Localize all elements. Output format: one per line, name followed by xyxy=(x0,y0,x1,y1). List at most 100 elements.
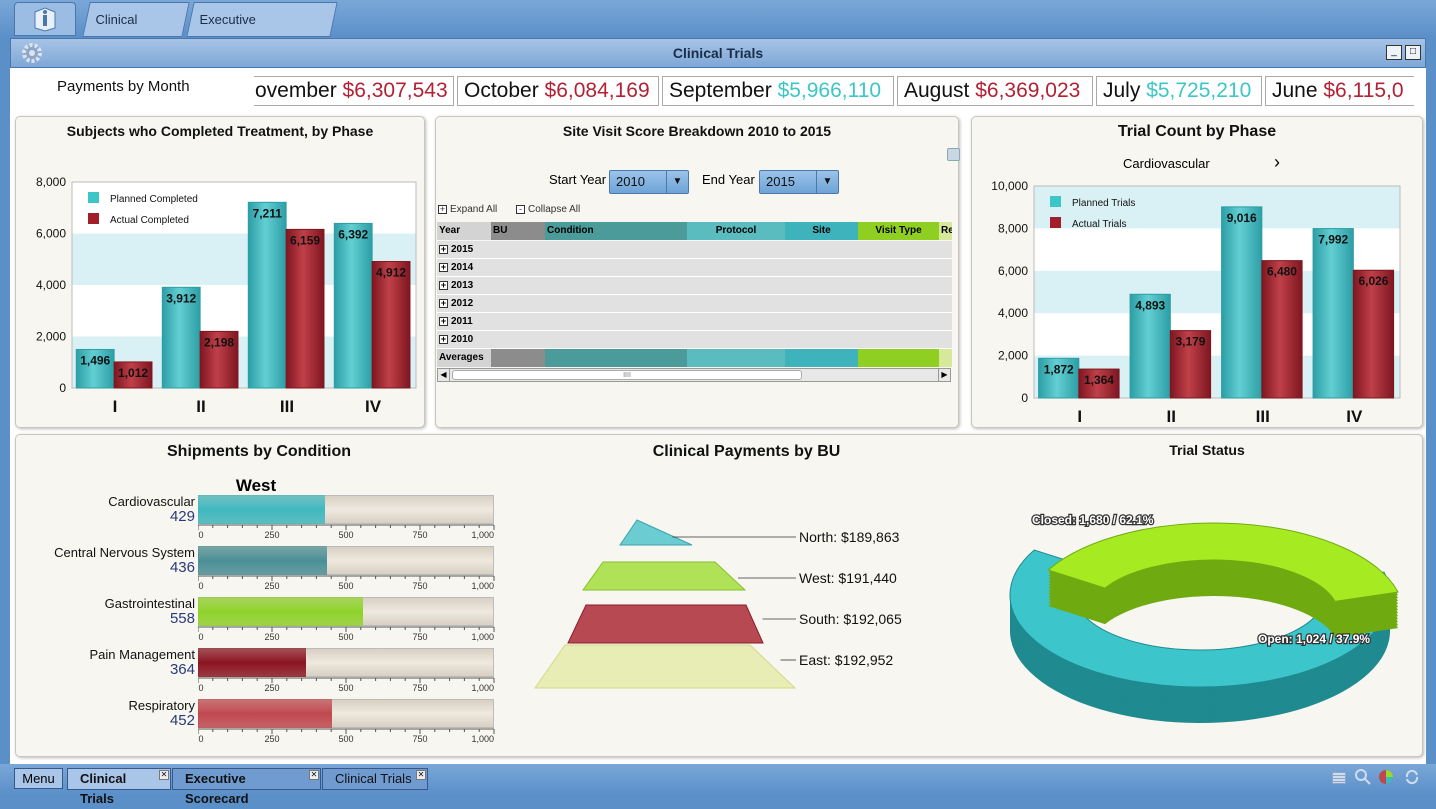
end-year-select[interactable]: 2015 ▼ xyxy=(759,170,839,194)
averages-protocol xyxy=(687,349,785,367)
shipment-condition-label: Pain Management xyxy=(89,647,195,662)
bottom-tab-executive-scorecard[interactable]: Executive Scorecard ✕ xyxy=(172,768,321,806)
collapse-panel-icon[interactable] xyxy=(947,148,960,161)
x-tick-label: 500 xyxy=(338,734,353,744)
averages-bu xyxy=(491,349,545,367)
refresh-icon[interactable] xyxy=(1403,768,1421,786)
scroll-left-icon[interactable]: ◀ xyxy=(438,369,450,381)
bar-actual[interactable] xyxy=(1078,368,1120,399)
scroll-thumb[interactable]: IIII xyxy=(452,370,802,380)
grid-row-year[interactable]: +2011 xyxy=(437,313,952,331)
bar-planned[interactable] xyxy=(1312,228,1354,399)
gear-icon[interactable] xyxy=(20,41,44,65)
pyramid-layer[interactable] xyxy=(534,644,797,689)
trial-status-title: Trial Status xyxy=(1169,442,1245,458)
shipment-bar[interactable] xyxy=(198,546,328,575)
pyramid-label: North: $189,863 xyxy=(799,529,900,545)
bar-actual[interactable] xyxy=(1261,260,1303,399)
col-condition[interactable]: Condition xyxy=(545,222,687,240)
search-icon[interactable] xyxy=(1354,768,1372,786)
bar-actual[interactable] xyxy=(199,330,239,389)
expand-all-button[interactable]: + Expand All xyxy=(438,204,497,215)
app-home-icon[interactable] xyxy=(14,2,76,36)
x-tick-label: 0 xyxy=(198,530,203,540)
expand-row-icon[interactable]: + xyxy=(439,297,448,308)
shipment-bar[interactable] xyxy=(198,699,332,728)
shipment-bar[interactable] xyxy=(198,495,325,524)
bar-planned[interactable] xyxy=(1221,206,1263,399)
maximize-button[interactable]: □ xyxy=(1405,45,1421,60)
bar-value-label: 4,912 xyxy=(376,266,406,280)
top-tab-executive-scorecard[interactable]: Executive Scorecard xyxy=(186,2,338,60)
start-year-select[interactable]: 2010 ▼ xyxy=(609,170,689,194)
grid-view-icon[interactable] xyxy=(1332,772,1346,784)
x-tick-label: 250 xyxy=(264,632,279,642)
collapse-all-button[interactable]: - Collapse All xyxy=(516,204,580,215)
bar-value-label: 7,992 xyxy=(1318,233,1348,247)
bar-actual[interactable] xyxy=(285,228,325,389)
bar-planned[interactable] xyxy=(75,348,115,389)
bar-planned[interactable] xyxy=(1129,293,1171,399)
scroll-right-icon[interactable]: ▶ xyxy=(938,369,950,381)
pyramid-layer[interactable] xyxy=(567,604,764,644)
shipment-bar[interactable] xyxy=(198,597,364,626)
legend-swatch xyxy=(1050,217,1061,228)
grid-row-year[interactable]: +2014 xyxy=(437,259,952,277)
close-icon[interactable]: ✕ xyxy=(159,770,169,780)
menu-button[interactable]: Menu xyxy=(14,768,63,789)
condition-selector-label[interactable]: Cardiovascular xyxy=(1123,156,1210,171)
close-icon[interactable]: ✕ xyxy=(309,770,319,780)
chart-icon[interactable] xyxy=(1377,768,1395,786)
y-tick-label: 8,000 xyxy=(36,175,66,189)
shipment-bar[interactable] xyxy=(198,648,306,677)
expand-row-icon[interactable]: + xyxy=(439,243,448,254)
bottom-tab-clinical-trials-2[interactable]: Clinical Trials ✕ xyxy=(322,768,428,790)
minimize-button[interactable]: _ xyxy=(1386,45,1402,60)
bar-actual[interactable] xyxy=(1169,330,1212,399)
expand-row-icon[interactable]: + xyxy=(439,333,448,344)
close-icon[interactable]: ✕ xyxy=(416,770,426,780)
expand-row-icon[interactable]: + xyxy=(439,279,448,290)
top-tab-clinical-trials[interactable]: Clinical Trials xyxy=(82,2,190,60)
x-tick-label: 1,000 xyxy=(471,683,494,693)
legend-label: Actual Completed xyxy=(110,215,189,226)
shipment-axis: 0 250 500 750 1,000 xyxy=(198,626,495,642)
next-arrow-icon[interactable]: › xyxy=(1274,152,1280,172)
col-protocol[interactable]: Protocol xyxy=(687,222,785,240)
grid-row-year[interactable]: +2012 xyxy=(437,295,952,313)
expand-row-icon[interactable]: + xyxy=(439,261,448,272)
col-visit-type[interactable]: Visit Type xyxy=(858,222,939,240)
bar-planned[interactable] xyxy=(1038,357,1080,399)
col-re[interactable]: Re xyxy=(939,222,952,240)
averages-label: Averages xyxy=(437,349,491,367)
grid-row-year[interactable]: +2013 xyxy=(437,277,952,295)
x-tick-label: 500 xyxy=(338,530,353,540)
donut-slice-closed[interactable] xyxy=(1009,549,1391,688)
x-tick-label: III xyxy=(280,397,294,416)
legend-swatch xyxy=(88,213,99,224)
col-site[interactable]: Site xyxy=(785,222,858,240)
bar-planned[interactable] xyxy=(333,222,373,389)
col-bu[interactable]: BU xyxy=(491,222,545,240)
bar-actual[interactable] xyxy=(113,361,153,389)
bar-value-label: 6,026 xyxy=(1358,274,1388,288)
grid-row-year[interactable]: +2010 xyxy=(437,331,952,349)
bar-actual[interactable] xyxy=(1352,269,1395,399)
ticker-value: $6,115,0 xyxy=(1323,79,1404,102)
pyramid-layer[interactable] xyxy=(619,519,693,546)
expand-row-icon[interactable]: + xyxy=(439,315,448,326)
bar-value-label: 1,496 xyxy=(80,353,110,367)
grid-year-label: 2010 xyxy=(451,334,474,345)
pyramid-layer[interactable] xyxy=(582,561,747,591)
bottom-tab-clinical-trials[interactable]: Clinical Trials ✕ xyxy=(67,768,171,806)
x-tick-label: 1,000 xyxy=(471,530,494,540)
col-year[interactable]: Year xyxy=(437,222,491,240)
ticker-item: June $6,115,0 xyxy=(1265,76,1414,106)
bar-planned[interactable] xyxy=(247,201,287,389)
donut-slice-open[interactable] xyxy=(1047,522,1399,602)
bar-actual[interactable] xyxy=(371,261,411,389)
trial-count-title: Trial Count by Phase xyxy=(1117,123,1277,140)
grid-row-year[interactable]: +2015 xyxy=(437,241,952,259)
bar-planned[interactable] xyxy=(161,286,201,389)
grid-scrollbar[interactable]: ◀ IIII ▶ xyxy=(437,368,951,382)
